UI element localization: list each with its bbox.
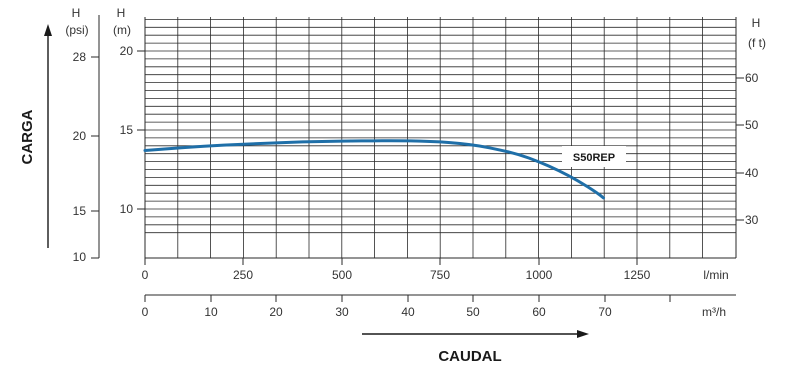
m3h-tick-label: 50 — [466, 305, 480, 319]
series-label: S50REP — [573, 152, 615, 164]
m3h-tick-label: 40 — [401, 305, 415, 319]
lpm-tick-label: 250 — [233, 268, 253, 282]
m-axis-header: H — [117, 6, 126, 20]
lpm-tick-label: 500 — [332, 268, 352, 282]
lpm-tick-label: 1250 — [624, 268, 651, 282]
psi-tick-label: 20 — [73, 129, 87, 143]
ft-tick-label: 50 — [745, 118, 759, 132]
lpm-axis: 0 250 500 750 1000 1250 l/min — [142, 258, 729, 282]
ft-tick-label: 40 — [745, 166, 759, 180]
psi-axis-ticks: 28 20 15 10 — [73, 50, 99, 264]
series-line-s50rep — [143, 139, 605, 200]
psi-axis-header: H — [72, 6, 81, 20]
lpm-tick-label: 0 — [142, 268, 149, 282]
m3h-tick-label: 70 — [598, 305, 612, 319]
m3h-tick-label: 10 — [204, 305, 218, 319]
caudal-arrow — [362, 330, 589, 338]
m3h-tick-label: 20 — [269, 305, 283, 319]
x-axis-title: CAUDAL — [438, 348, 501, 365]
m-tick-label: 20 — [120, 44, 134, 58]
lpm-tick-label: 1000 — [526, 268, 553, 282]
psi-tick-label: 28 — [73, 50, 87, 64]
m3h-axis: 0 10 20 30 40 50 60 70 m³/h — [142, 294, 736, 319]
m-axis-ticks: 20 15 10 — [120, 44, 145, 216]
ft-tick-label: 60 — [745, 71, 759, 85]
series-label-box: S50REP — [562, 146, 626, 167]
m-tick-label: 15 — [120, 123, 134, 137]
y-axis-title: CARGA — [19, 109, 36, 164]
lpm-tick-label: 750 — [430, 268, 450, 282]
m-tick-label: 10 — [120, 202, 134, 216]
m3h-unit-label: m³/h — [702, 305, 726, 319]
carga-arrow — [44, 24, 52, 248]
m3h-tick-label: 60 — [532, 305, 546, 319]
m3h-tick-label: 0 — [142, 305, 149, 319]
psi-tick-label: 15 — [73, 204, 87, 218]
lpm-unit-label: l/min — [703, 268, 728, 282]
psi-tick-label: 10 — [73, 250, 87, 264]
ft-axis-header: H — [752, 16, 761, 30]
psi-axis-unit: (psi) — [65, 23, 88, 37]
m-axis-unit: (m) — [113, 23, 131, 37]
ft-tick-label: 30 — [745, 213, 759, 227]
ft-axis-unit: (f t) — [748, 36, 766, 50]
chart-grid — [145, 17, 736, 258]
ft-axis-ticks: 60 50 40 30 — [736, 71, 759, 227]
m3h-tick-label: 30 — [335, 305, 349, 319]
